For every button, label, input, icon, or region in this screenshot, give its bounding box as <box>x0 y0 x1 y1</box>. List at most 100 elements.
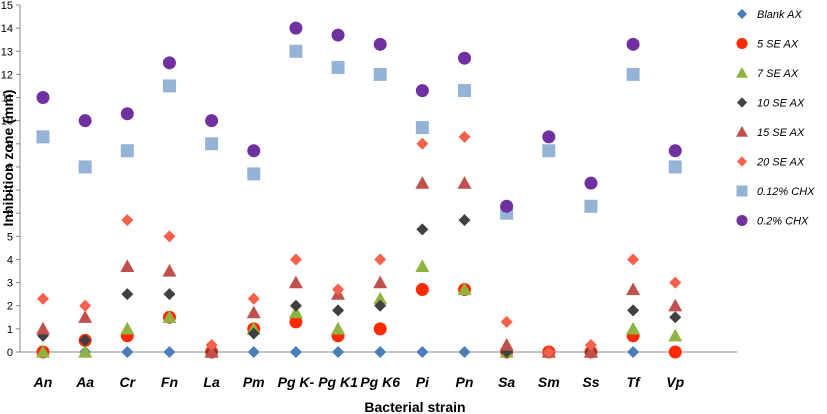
point-10-se-ax <box>627 304 640 317</box>
point-20-se-ax <box>374 253 387 266</box>
point-15-se-ax <box>415 176 430 189</box>
point-20-se-ax <box>584 339 597 352</box>
legend-label-20-se-ax: 20 SE AX <box>756 157 805 169</box>
point-15-se-ax <box>36 321 50 335</box>
x-tick-label: Pg K1 <box>318 374 358 390</box>
point-0-12-chx <box>542 144 556 158</box>
point-10-se-ax <box>247 327 260 340</box>
point-0-2-chx <box>542 130 556 144</box>
point-20-se-ax <box>500 315 513 328</box>
point-20-se-ax <box>79 299 92 312</box>
point-0-2-chx <box>373 37 387 51</box>
point-10-se-ax <box>332 304 345 317</box>
point-7-se-ax <box>78 345 93 358</box>
point-10-se-ax <box>416 223 429 236</box>
y-tick-label: 10 <box>1 116 13 128</box>
point-0-2-chx <box>120 107 134 121</box>
x-tick-label: Sm <box>538 374 560 390</box>
y-tick-label: 3 <box>7 278 13 290</box>
y-tick-label: 7 <box>7 185 13 197</box>
legend-label-0-2-chx: 0.2% CHX <box>757 216 809 228</box>
point-0-12-chx <box>373 67 387 81</box>
point-0-12-chx <box>626 67 640 81</box>
legend-marker-20-se-ax <box>736 156 748 167</box>
point-15-se-ax <box>457 176 472 189</box>
y-tick-label: 4 <box>7 254 13 266</box>
point-0-2-chx <box>247 144 261 158</box>
legend-marker-blank-ax <box>736 8 748 20</box>
point-15-se-ax <box>120 259 135 273</box>
legend-label-blank-ax: Blank AX <box>757 9 803 21</box>
x-tick-label: Vp <box>666 374 684 390</box>
x-tick-label: Pi <box>416 374 430 390</box>
point-10-se-ax <box>289 299 302 312</box>
point-15-se-ax <box>373 275 388 289</box>
point-0-12-chx <box>247 167 261 181</box>
point-0-2-chx <box>668 144 682 158</box>
x-tick-label: Pg K6 <box>360 374 400 390</box>
point-20-se-ax <box>416 137 429 150</box>
point-blank-ax <box>416 346 429 358</box>
point-7-se-ax <box>288 305 303 319</box>
point-0-12-chx <box>78 160 92 174</box>
point-10-se-ax <box>79 334 92 347</box>
x-tick-label: La <box>203 374 220 390</box>
point-0-12-chx <box>289 44 303 58</box>
x-tick-label: Pn <box>456 374 474 390</box>
point-0-12-chx <box>584 199 598 213</box>
point-0-2-chx <box>584 176 598 190</box>
x-tick-label: Ss <box>582 374 599 390</box>
point-20-se-ax <box>332 283 345 296</box>
y-tick-label: 5 <box>7 231 13 243</box>
point-blank-ax <box>163 346 176 358</box>
point-0-12-chx <box>162 79 176 93</box>
point-20-se-ax <box>627 253 640 266</box>
point-0-2-chx <box>36 91 50 105</box>
x-axis-title: Bacterial strain <box>364 399 465 414</box>
point-20-se-ax <box>205 339 218 352</box>
legend-marker-7-se-ax <box>736 67 748 78</box>
point-0-2-chx <box>78 114 92 128</box>
x-tick-label: Tf <box>626 374 641 390</box>
y-tick-label: 15 <box>1 0 13 12</box>
point-7-se-ax <box>120 321 135 335</box>
point-15-se-ax <box>626 282 641 296</box>
point-15-se-ax <box>246 305 261 319</box>
y-tick-label: 14 <box>1 23 13 35</box>
point-7-se-ax <box>373 291 388 305</box>
x-tick-label: Cr <box>120 374 137 390</box>
point-0-12-chx <box>668 160 682 174</box>
legend: Blank AX 5 SE AX 7 SE AX 10 SE AX 15 SE AX 20… <box>736 8 815 228</box>
point-20-se-ax <box>542 346 555 358</box>
y-tick-label: 2 <box>7 301 13 313</box>
point-0-2-chx <box>162 56 176 70</box>
point-0-2-chx <box>415 84 429 98</box>
legend-label-15-se-ax: 15 SE AX <box>757 127 805 139</box>
point-blank-ax <box>627 346 640 358</box>
legend-marker-0-2-chx <box>736 214 748 227</box>
point-5-se-ax <box>668 345 682 359</box>
point-7-se-ax <box>668 328 683 342</box>
x-tick-label: Sa <box>498 374 515 390</box>
y-tick-label: 11 <box>2 93 13 105</box>
point-5-se-ax <box>415 283 429 297</box>
legend-marker-15-se-ax <box>736 126 748 137</box>
y-tick-label: 6 <box>7 208 13 220</box>
point-blank-ax <box>289 346 302 358</box>
point-10-se-ax <box>121 288 134 301</box>
y-tick-label: 0 <box>7 347 13 359</box>
point-0-12-chx <box>205 137 219 151</box>
point-0-12-chx <box>36 130 50 144</box>
point-0-2-chx <box>626 37 640 51</box>
point-0-12-chx <box>415 121 429 135</box>
point-10-se-ax <box>669 311 682 324</box>
point-15-se-ax <box>78 310 93 323</box>
point-7-se-ax <box>162 310 177 323</box>
point-15-se-ax <box>668 298 683 312</box>
x-tick-label: Aa <box>75 374 94 390</box>
point-15-se-ax <box>204 345 219 358</box>
point-20-se-ax <box>458 130 471 143</box>
point-10-se-ax <box>374 299 387 312</box>
point-7-se-ax <box>626 321 641 335</box>
point-15-se-ax <box>288 275 303 289</box>
